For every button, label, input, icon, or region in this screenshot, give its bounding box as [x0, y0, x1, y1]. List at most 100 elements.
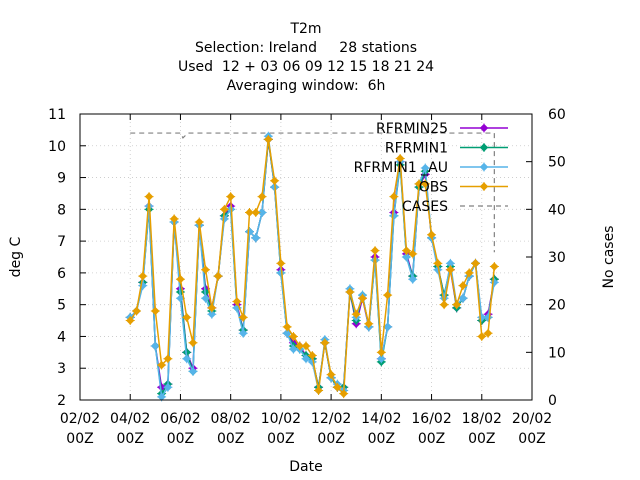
legend-swatch-marker	[479, 182, 489, 191]
data-point	[420, 179, 430, 189]
legend-label: RFRMIN1 _AU	[354, 160, 448, 176]
y2-tick-label: 60	[548, 107, 566, 123]
data-point	[125, 316, 135, 326]
data-point	[458, 281, 468, 291]
x-tick-label-date: 10/02	[261, 411, 301, 427]
data-point	[201, 265, 211, 275]
data-point	[194, 217, 204, 227]
y-tick-label: 8	[57, 202, 66, 218]
data-point	[452, 300, 462, 310]
data-point	[188, 338, 198, 348]
data-point	[389, 192, 399, 202]
y-tick-label: 5	[57, 298, 66, 314]
x-tick-label-hour: 00Z	[267, 431, 294, 447]
x-tick-label-date: 04/02	[110, 411, 150, 427]
data-point	[458, 293, 468, 303]
x-tick-label-hour: 00Z	[468, 431, 495, 447]
data-point	[263, 134, 273, 144]
data-point	[395, 153, 405, 163]
chart-title-line-2: Selection: Ireland 28 stations	[195, 40, 417, 56]
y2-tick-label: 0	[548, 393, 557, 409]
data-point	[301, 354, 311, 364]
data-point	[439, 300, 449, 310]
data-point	[188, 366, 198, 376]
data-point	[182, 312, 192, 322]
x-tick-label-hour: 00Z	[317, 431, 344, 447]
x-tick-label-date: 18/02	[462, 411, 502, 427]
y2-tick-label: 40	[548, 202, 566, 218]
x-tick-label-date: 06/02	[160, 411, 200, 427]
legend-swatch-marker	[479, 123, 489, 133]
data-point	[182, 354, 192, 364]
data-point	[445, 265, 455, 275]
data-point	[427, 230, 437, 240]
chart-title-line-4: Averaging window: 6h	[227, 78, 386, 94]
legend-label: RFRMIN25	[376, 121, 448, 137]
x-tick-label-hour: 00Z	[167, 431, 194, 447]
y2-axis-label: No cases	[601, 226, 617, 289]
x-tick-label-hour: 00Z	[418, 431, 445, 447]
x-tick-label-date: 12/02	[311, 411, 351, 427]
chart-titles: T2m Selection: Ireland 28 stations Used …	[178, 21, 434, 94]
data-point	[358, 293, 367, 303]
series-rfrmin1-au	[125, 131, 499, 402]
chart-title-line-3: Used 12 + 03 06 09 12 15 18 21 24	[178, 59, 434, 75]
data-point	[282, 322, 292, 332]
data-point	[232, 296, 242, 306]
x-tick-label-hour: 00Z	[217, 431, 244, 447]
y-tick-label: 11	[48, 107, 66, 123]
y2-tick-label: 30	[548, 250, 566, 266]
data-point	[376, 347, 386, 357]
data-point	[238, 328, 248, 338]
data-point	[471, 258, 480, 268]
data-point	[169, 214, 179, 224]
data-point	[138, 271, 148, 281]
x-tick-label-date: 14/02	[361, 411, 401, 427]
axes: 02/02 00Z 04/02 00Z 06/02 00Z 08/02 00Z 10/02 00Z…	[48, 107, 566, 447]
data-point	[408, 249, 418, 259]
data-point	[339, 389, 349, 399]
data-point	[163, 354, 173, 364]
data-point	[251, 208, 261, 218]
data-point	[213, 271, 223, 281]
data-point	[464, 268, 474, 278]
legend-swatch-marker	[479, 162, 489, 172]
data-point	[288, 331, 298, 341]
data-point	[276, 258, 286, 268]
data-point	[383, 290, 393, 300]
series-line-cases	[130, 132, 495, 253]
data-point	[201, 293, 211, 303]
y-tick-label: 9	[57, 171, 66, 187]
series-obs	[125, 134, 499, 399]
data-point	[270, 176, 280, 186]
data-point	[320, 338, 330, 348]
legend: RFRMIN25 RFRMIN1 RFRMIN1 _AU OBS CASES	[354, 121, 508, 215]
x-tick-label-date: 20/02	[512, 411, 552, 427]
data-point	[332, 382, 342, 392]
data-point	[226, 192, 236, 202]
data-point	[144, 192, 154, 202]
legend-swatch-marker	[479, 143, 489, 152]
data-point	[433, 258, 443, 268]
data-point	[401, 246, 411, 256]
x-tick-label-hour: 00Z	[117, 431, 144, 447]
data-point	[370, 246, 380, 256]
data-point	[207, 309, 217, 319]
x-tick-label-hour: 00Z	[368, 431, 395, 447]
y-axis-label: deg C	[8, 236, 24, 277]
data-point	[483, 312, 493, 322]
data-point	[483, 328, 493, 338]
y-tick-label: 10	[48, 139, 66, 155]
chart-title-line-1: T2m	[289, 21, 321, 37]
data-point	[132, 306, 141, 316]
data-point	[364, 319, 374, 329]
data-point	[257, 192, 267, 202]
y2-tick-label: 10	[548, 345, 566, 361]
y2-tick-label: 50	[548, 155, 566, 171]
data-point	[351, 309, 361, 319]
data-point	[163, 382, 173, 392]
y-tick-label: 4	[57, 329, 66, 345]
x-axis-label: Date	[289, 459, 322, 475]
y-tick-label: 2	[57, 393, 66, 409]
